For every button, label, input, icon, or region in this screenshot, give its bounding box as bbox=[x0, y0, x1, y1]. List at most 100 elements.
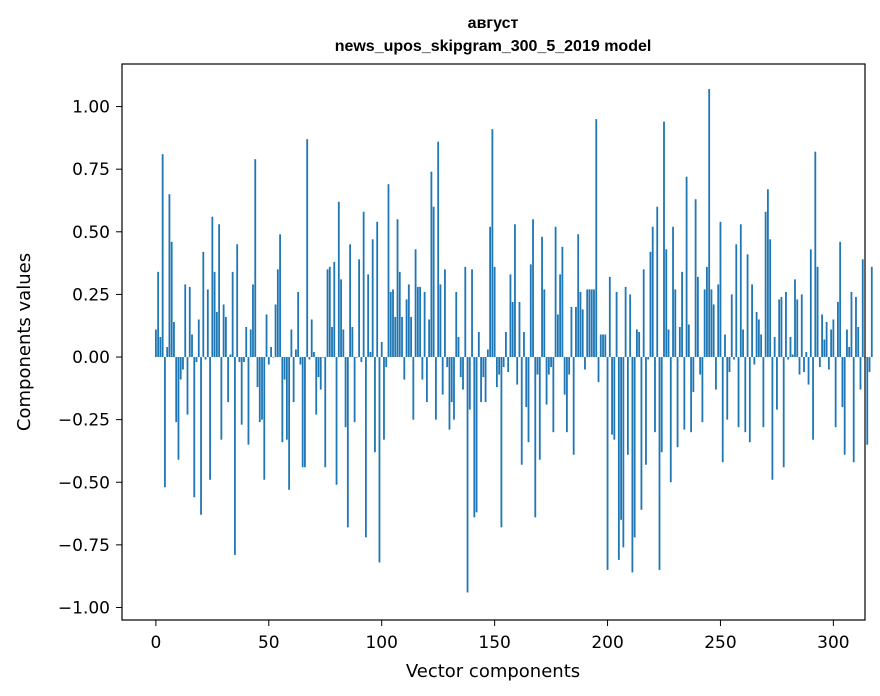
bar-212 bbox=[633, 357, 636, 538]
bar-70 bbox=[313, 352, 315, 358]
chart-title: август bbox=[468, 15, 519, 32]
bar-198 bbox=[602, 334, 604, 358]
bar-143 bbox=[477, 331, 480, 358]
bar-148 bbox=[489, 226, 492, 358]
bar-100 bbox=[380, 342, 383, 358]
bar-95 bbox=[369, 352, 372, 358]
bar-117 bbox=[419, 286, 422, 358]
bar-155 bbox=[505, 331, 507, 358]
bar-16 bbox=[191, 334, 193, 358]
bar-90 bbox=[358, 259, 361, 358]
bar-21 bbox=[202, 251, 205, 358]
bar-154 bbox=[502, 357, 505, 368]
y-tick-label: −1.00 bbox=[58, 598, 110, 618]
bar-224 bbox=[660, 357, 663, 453]
bar-294 bbox=[818, 357, 821, 368]
bar-203 bbox=[613, 357, 616, 440]
bar-96 bbox=[371, 239, 374, 358]
bar-272 bbox=[769, 239, 772, 358]
bar-17 bbox=[193, 357, 196, 498]
bar-168 bbox=[534, 357, 537, 518]
y-tick-label: 0.50 bbox=[72, 223, 110, 243]
bar-285 bbox=[798, 357, 801, 375]
bar-74 bbox=[322, 357, 324, 358]
bar-10 bbox=[177, 357, 180, 460]
bar-73 bbox=[319, 357, 322, 390]
bar-231 bbox=[676, 357, 679, 448]
bar-258 bbox=[737, 357, 740, 428]
bar-172 bbox=[543, 289, 546, 358]
bar-297 bbox=[825, 321, 828, 358]
bar-79 bbox=[333, 261, 336, 358]
bar-123 bbox=[432, 206, 435, 358]
bar-134 bbox=[457, 336, 460, 358]
bar-240 bbox=[696, 276, 699, 358]
bar-305 bbox=[843, 357, 846, 455]
bar-253 bbox=[726, 357, 729, 420]
bar-77 bbox=[328, 266, 331, 358]
bar-303 bbox=[839, 241, 842, 358]
bar-14 bbox=[186, 357, 189, 415]
bar-295 bbox=[821, 314, 823, 358]
bar-271 bbox=[766, 189, 769, 358]
bar-190 bbox=[584, 357, 586, 370]
bar-118 bbox=[421, 357, 424, 380]
bar-4 bbox=[164, 357, 166, 488]
bar-150 bbox=[493, 266, 496, 358]
bar-72 bbox=[317, 357, 320, 378]
bar-62 bbox=[294, 349, 297, 358]
x-axis: 0 50 100 150 200 250 300 bbox=[150, 620, 850, 653]
bar-178 bbox=[556, 314, 559, 358]
bar-122 bbox=[430, 171, 433, 358]
bar-176 bbox=[552, 357, 555, 433]
bar-137 bbox=[464, 266, 467, 358]
bar-304 bbox=[841, 357, 844, 408]
bar-248 bbox=[715, 357, 717, 390]
bar-268 bbox=[760, 334, 763, 358]
bar-309 bbox=[852, 357, 855, 463]
bar-139 bbox=[468, 357, 471, 410]
bar-251 bbox=[721, 357, 724, 463]
bar-29 bbox=[220, 357, 223, 440]
bar-179 bbox=[559, 274, 562, 358]
bar-26 bbox=[213, 271, 216, 358]
y-tick-label: −0.25 bbox=[58, 411, 110, 431]
bar-128 bbox=[444, 269, 446, 358]
bar-225 bbox=[663, 121, 665, 358]
bar-112 bbox=[407, 284, 410, 358]
bar-105 bbox=[392, 289, 394, 358]
bar-130 bbox=[448, 357, 451, 430]
bar-78 bbox=[331, 326, 333, 358]
bar-25 bbox=[211, 216, 214, 358]
bar-127 bbox=[441, 357, 444, 395]
bar-280 bbox=[787, 357, 790, 360]
bar-101 bbox=[383, 357, 385, 440]
bar-169 bbox=[536, 357, 539, 375]
bar-92 bbox=[362, 211, 365, 358]
bar-182 bbox=[565, 357, 568, 433]
bar-247 bbox=[712, 304, 715, 358]
bar-239 bbox=[694, 199, 697, 358]
bar-86 bbox=[349, 244, 351, 358]
bar-181 bbox=[563, 357, 566, 395]
bar-48 bbox=[263, 357, 266, 480]
bar-37 bbox=[238, 357, 241, 363]
bar-187 bbox=[577, 234, 580, 358]
bar-102 bbox=[385, 357, 388, 368]
bar-213 bbox=[636, 329, 638, 358]
bar-149 bbox=[491, 129, 494, 358]
bar-2 bbox=[159, 336, 162, 358]
bar-140 bbox=[471, 269, 473, 358]
bar-208 bbox=[624, 286, 627, 358]
bar-97 bbox=[374, 357, 376, 453]
bar-316 bbox=[868, 357, 871, 373]
bar-170 bbox=[538, 357, 541, 460]
bar-296 bbox=[823, 339, 826, 358]
bar-311 bbox=[857, 326, 860, 358]
bar-260 bbox=[742, 329, 744, 358]
y-tick-label: 0.75 bbox=[72, 160, 110, 180]
bar-11 bbox=[179, 357, 182, 380]
bar-108 bbox=[398, 271, 401, 358]
bar-153 bbox=[500, 357, 503, 528]
